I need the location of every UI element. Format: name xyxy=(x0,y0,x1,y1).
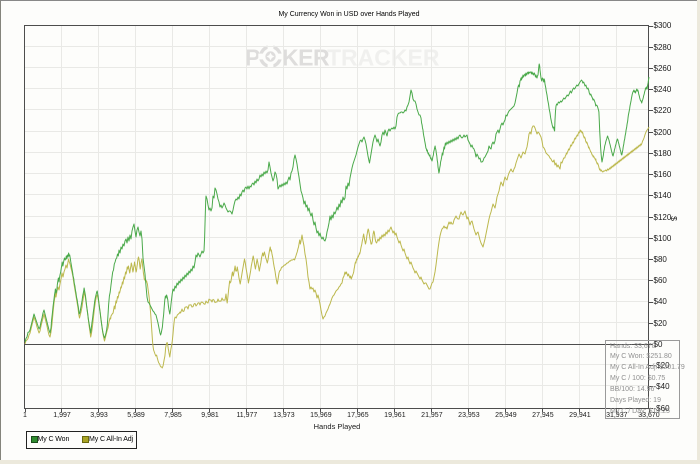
svg-text:P: P xyxy=(245,45,260,71)
svg-text:KER: KER xyxy=(282,45,330,71)
svg-text:TRACKER: TRACKER xyxy=(327,45,440,71)
